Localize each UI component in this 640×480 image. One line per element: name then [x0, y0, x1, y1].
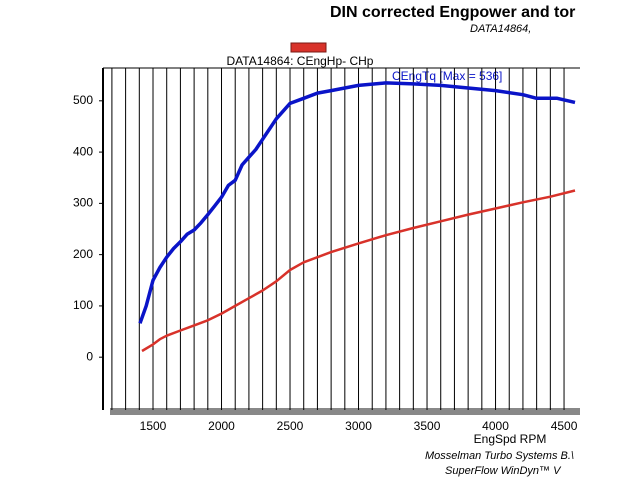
y-tick-label: 100 [73, 298, 93, 312]
x-tick-label: 3500 [414, 419, 441, 433]
x-tick-label: 2000 [208, 419, 235, 433]
x-axis-label: EngSpd RPM [474, 432, 547, 446]
annotation: CEngTq [Max = 536] [392, 69, 502, 83]
x-tick-label: 2500 [277, 419, 304, 433]
data-line [141, 189, 576, 353]
y-tick-label: 400 [73, 144, 93, 158]
x-tick-label: 4000 [482, 419, 509, 433]
legend-label: DATA14864: CEngHp- CHp [227, 54, 374, 68]
data-line [138, 81, 576, 324]
legend-swatch [290, 42, 327, 53]
scroll-bar [110, 408, 580, 415]
chart-title: DIN corrected Engpower and tor [330, 4, 575, 21]
y-tick-label: 0 [86, 349, 93, 363]
y-tick-label: 200 [73, 247, 93, 261]
footer: Mosselman Turbo Systems B.\ [425, 450, 574, 462]
chart-subtitle: DATA14864, [470, 23, 531, 35]
x-tick-label: 3000 [345, 419, 372, 433]
x-tick-label: 4500 [551, 419, 578, 433]
footer: SuperFlow WinDyn™ V [445, 465, 562, 477]
x-tick-label: 1500 [140, 419, 167, 433]
y-tick-label: 300 [73, 196, 93, 210]
y-tick-label: 500 [73, 93, 93, 107]
